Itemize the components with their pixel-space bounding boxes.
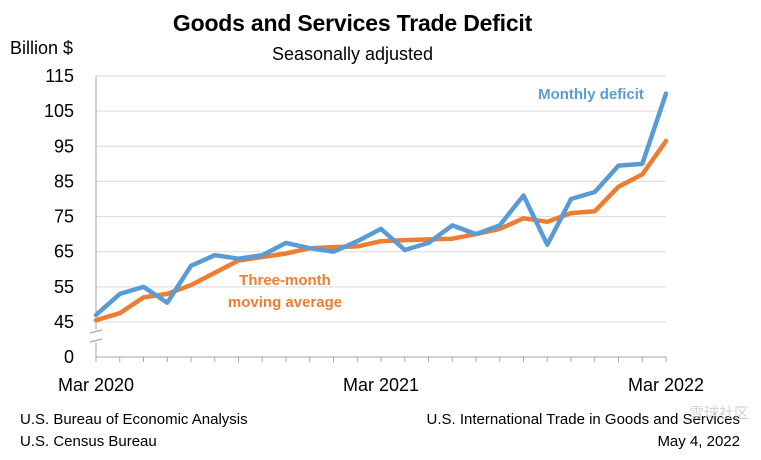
x-tick-label: Mar 2020	[58, 375, 134, 395]
series-annotations: Monthly deficit Three-month moving average	[228, 86, 644, 311]
source-credits: U.S. Bureau of Economic Analysis U.S. Ce…	[20, 409, 248, 453]
moving-average-line	[93, 138, 669, 323]
release-title: U.S. International Trade in Goods and Se…	[426, 411, 740, 428]
monthly-deficit-line	[93, 91, 669, 318]
y-tick-label: 115	[45, 66, 74, 86]
y-tick-label: 85	[54, 171, 74, 191]
y-axis-unit-label: Billion $	[10, 38, 74, 58]
watermark-text: 雪球社区	[688, 405, 749, 422]
moving-average-label: Three-month	[239, 272, 331, 289]
release-info: U.S. International Trade in Goods and Se…	[426, 409, 740, 453]
moving-average-label: moving average	[228, 294, 342, 311]
y-tick-labels: 0 45 55 65 75 85 95 105 115	[44, 66, 74, 367]
y-tick-label: 95	[54, 136, 74, 156]
y-tick-label: 75	[54, 207, 74, 227]
gridlines	[96, 75, 666, 323]
series-lines	[93, 91, 669, 323]
x-tick-label: Mar 2021	[343, 375, 419, 395]
x-tick-label: Mar 2022	[628, 375, 704, 395]
chart-subtitle: Seasonally adjusted	[271, 44, 434, 64]
monthly-deficit-label: Monthly deficit	[538, 86, 644, 103]
axis-break-gap	[90, 330, 102, 342]
y-tick-label: 105	[44, 101, 74, 121]
axis-break-marker	[89, 329, 103, 343]
axes	[89, 76, 667, 362]
release-date: May 4, 2022	[657, 433, 740, 450]
x-tick-labels: Mar 2020 Mar 2021 Mar 2022	[58, 375, 704, 395]
source-bea: U.S. Bureau of Economic Analysis	[20, 411, 248, 428]
y-tick-label: 0	[64, 347, 74, 367]
y-tick-label: 65	[54, 242, 74, 262]
chart-title: Goods and Services Trade Deficit	[172, 10, 533, 36]
y-tick-label: 45	[54, 312, 74, 332]
source-census: U.S. Census Bureau	[20, 433, 157, 450]
y-tick-label: 55	[54, 277, 74, 297]
